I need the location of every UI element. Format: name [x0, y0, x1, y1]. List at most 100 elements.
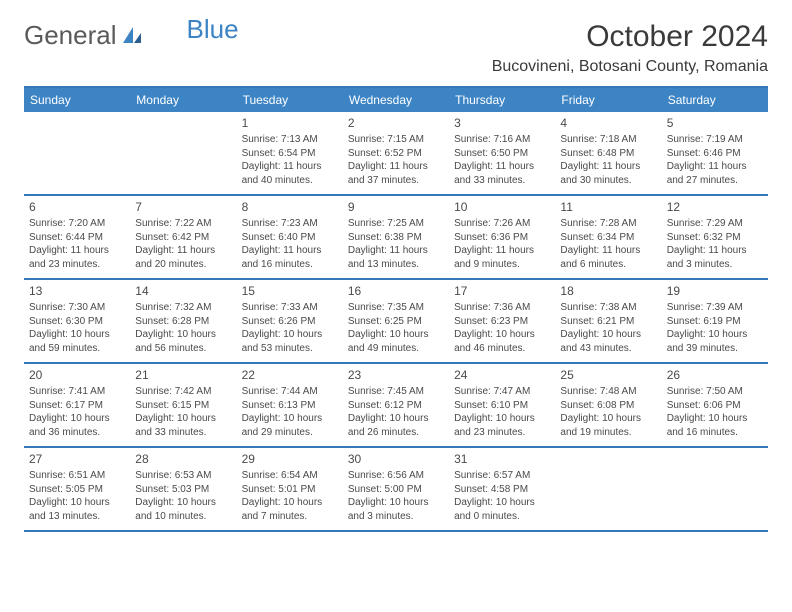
daylight-text: Daylight: 11 hours and 6 minutes.	[560, 244, 656, 271]
calendar-cell: 18Sunrise: 7:38 AMSunset: 6:21 PMDayligh…	[555, 280, 661, 362]
sunrise-text: Sunrise: 6:56 AM	[348, 469, 444, 483]
sunrise-text: Sunrise: 7:47 AM	[454, 385, 550, 399]
day-number: 9	[348, 199, 444, 215]
calendar-cell: 3Sunrise: 7:16 AMSunset: 6:50 PMDaylight…	[449, 112, 555, 194]
day-number: 14	[135, 283, 231, 299]
sunrise-text: Sunrise: 7:33 AM	[242, 301, 338, 315]
calendar-cell: 19 Sunrise: 7:39 AMSunset: 6:19 PMDayligh…	[662, 280, 768, 362]
daylight-text: Daylight: 10 hours and 49 minutes.	[348, 328, 444, 355]
calendar-week: 20Sunrise: 7:41 AMSunset: 6:17 PMDayligh…	[24, 364, 768, 448]
sunset-text: Sunset: 6:23 PM	[454, 315, 550, 329]
day-number: 11	[560, 199, 656, 215]
day-header-wed: Wednesday	[343, 88, 449, 112]
sunset-text: Sunset: 5:00 PM	[348, 483, 444, 497]
day-header-mon: Monday	[130, 88, 236, 112]
sunset-text: Sunset: 6:21 PM	[560, 315, 656, 329]
sunset-text: Sunset: 6:52 PM	[348, 147, 444, 161]
day-number: 8	[242, 199, 338, 215]
sunrise-text: Sunrise: 7:23 AM	[242, 217, 338, 231]
calendar-week: 13 Sunrise: 7:30 AMSunset: 6:30 PM Dayligh…	[24, 280, 768, 364]
day-number: 2	[348, 115, 444, 131]
sunset-text: Sunset: 5:01 PM	[242, 483, 338, 497]
sunrise-text: Sunrise: 7:32 AM	[135, 301, 231, 315]
sunrise-text: Sunrise: 7:39 AM	[667, 301, 763, 315]
daylight-text: Daylight: 10 hours and 56 minutes.	[135, 328, 231, 355]
day-number: 15	[242, 283, 338, 299]
header: General Blue October 2024 Bucovineni, Bo…	[24, 20, 768, 76]
daylight-text: Daylight: 10 hours and 26 minutes.	[348, 412, 444, 439]
calendar-cell: 31Sunrise: 6:57 AMSunset: 4:58 PMDayligh…	[449, 448, 555, 530]
day-number: 17	[454, 283, 550, 299]
day-number: 27	[29, 451, 125, 467]
sunset-text: Sunset: 6:44 PM	[29, 231, 125, 245]
daylight-text: Daylight: 11 hours and 16 minutes.	[242, 244, 338, 271]
sunrise-text: Sunrise: 7:48 AM	[560, 385, 656, 399]
day-number: 29	[242, 451, 338, 467]
day-number: 7	[135, 199, 231, 215]
sunrise-text: Sunrise: 7:13 AM	[242, 133, 338, 147]
sunset-text: Sunset: 6:38 PM	[348, 231, 444, 245]
sunrise-text: Sunrise: 7:30 AM	[29, 301, 125, 315]
calendar-cell: 30Sunrise: 6:56 AMSunset: 5:00 PMDayligh…	[343, 448, 449, 530]
sunset-text: Sunset: 6:17 PM	[29, 399, 125, 413]
sunrise-text: Sunrise: 7:22 AM	[135, 217, 231, 231]
weeks-container: 1Sunrise: 7:13 AMSunset: 6:54 PMDaylight…	[24, 112, 768, 532]
sunset-text: Sunset: 6:48 PM	[560, 147, 656, 161]
logo-text-blue: Blue	[187, 14, 239, 45]
daylight-text: Daylight: 11 hours and 40 minutes.	[242, 160, 338, 187]
sunset-text: Sunset: 6:30 PM	[29, 315, 125, 329]
calendar-cell: 16Sunrise: 7:35 AMSunset: 6:25 PMDayligh…	[343, 280, 449, 362]
month-title: October 2024	[492, 20, 768, 54]
day-number: 6	[29, 199, 125, 215]
day-number: 13	[29, 283, 125, 299]
calendar-cell: 10Sunrise: 7:26 AMSunset: 6:36 PMDayligh…	[449, 196, 555, 278]
sunrise-text: Sunrise: 7:15 AM	[348, 133, 444, 147]
sunset-text: Sunset: 6:46 PM	[667, 147, 763, 161]
calendar-cell: 20Sunrise: 7:41 AMSunset: 6:17 PMDayligh…	[24, 364, 130, 446]
daylight-text: Daylight: 10 hours and 13 minutes.	[29, 496, 125, 523]
daylight-text: Daylight: 10 hours and 39 minutes.	[667, 328, 763, 355]
daylight-text: Daylight: 10 hours and 16 minutes.	[667, 412, 763, 439]
daylight-text: Daylight: 11 hours and 33 minutes.	[454, 160, 550, 187]
logo: General Blue	[24, 20, 239, 51]
sunrise-text: Sunrise: 7:26 AM	[454, 217, 550, 231]
sunset-text: Sunset: 6:25 PM	[348, 315, 444, 329]
sunset-text: Sunset: 6:34 PM	[560, 231, 656, 245]
sunrise-text: Sunrise: 7:16 AM	[454, 133, 550, 147]
day-header-sat: Saturday	[662, 88, 768, 112]
calendar-cell: 17 Sunrise: 7:36 AMSunset: 6:23 PMDayligh…	[449, 280, 555, 362]
sunrise-text: Sunrise: 7:36 AM	[454, 301, 550, 315]
calendar-cell: 8Sunrise: 7:23 AMSunset: 6:40 PMDaylight…	[237, 196, 343, 278]
day-number: 10	[454, 199, 550, 215]
day-number: 19	[667, 283, 763, 299]
daylight-text: Daylight: 10 hours and 19 minutes.	[560, 412, 656, 439]
calendar-cell: 26Sunrise: 7:50 AMSunset: 6:06 PMDayligh…	[662, 364, 768, 446]
daylight-text: Daylight: 11 hours and 27 minutes.	[667, 160, 763, 187]
day-number: 25	[560, 367, 656, 383]
sunset-text: Sunset: 6:50 PM	[454, 147, 550, 161]
day-number: 28	[135, 451, 231, 467]
day-number: 5	[667, 115, 763, 131]
location: Bucovineni, Botosani County, Romania	[492, 58, 768, 76]
daylight-text: Daylight: 10 hours and 7 minutes.	[242, 496, 338, 523]
sunset-text: Sunset: 6:12 PM	[348, 399, 444, 413]
sunrise-text: Sunrise: 7:45 AM	[348, 385, 444, 399]
daylight-text: Daylight: 10 hours and 46 minutes.	[454, 328, 550, 355]
day-number: 22	[242, 367, 338, 383]
day-number: 30	[348, 451, 444, 467]
sunset-text: Sunset: 6:28 PM	[135, 315, 231, 329]
calendar-cell: 11Sunrise: 7:28 AMSunset: 6:34 PMDayligh…	[555, 196, 661, 278]
logo-text-general: General	[24, 20, 117, 51]
daylight-text: Daylight: 11 hours and 9 minutes.	[454, 244, 550, 271]
day-number: 16	[348, 283, 444, 299]
logo-sail-icon	[121, 25, 143, 47]
daylight-text: Daylight: 11 hours and 20 minutes.	[135, 244, 231, 271]
sunset-text: Sunset: 6:19 PM	[667, 315, 763, 329]
calendar-week: 1Sunrise: 7:13 AMSunset: 6:54 PMDaylight…	[24, 112, 768, 196]
sunrise-text: Sunrise: 7:50 AM	[667, 385, 763, 399]
day-number: 31	[454, 451, 550, 467]
sunset-text: Sunset: 5:05 PM	[29, 483, 125, 497]
sunset-text: Sunset: 6:08 PM	[560, 399, 656, 413]
sunrise-text: Sunrise: 6:53 AM	[135, 469, 231, 483]
sunset-text: Sunset: 6:15 PM	[135, 399, 231, 413]
